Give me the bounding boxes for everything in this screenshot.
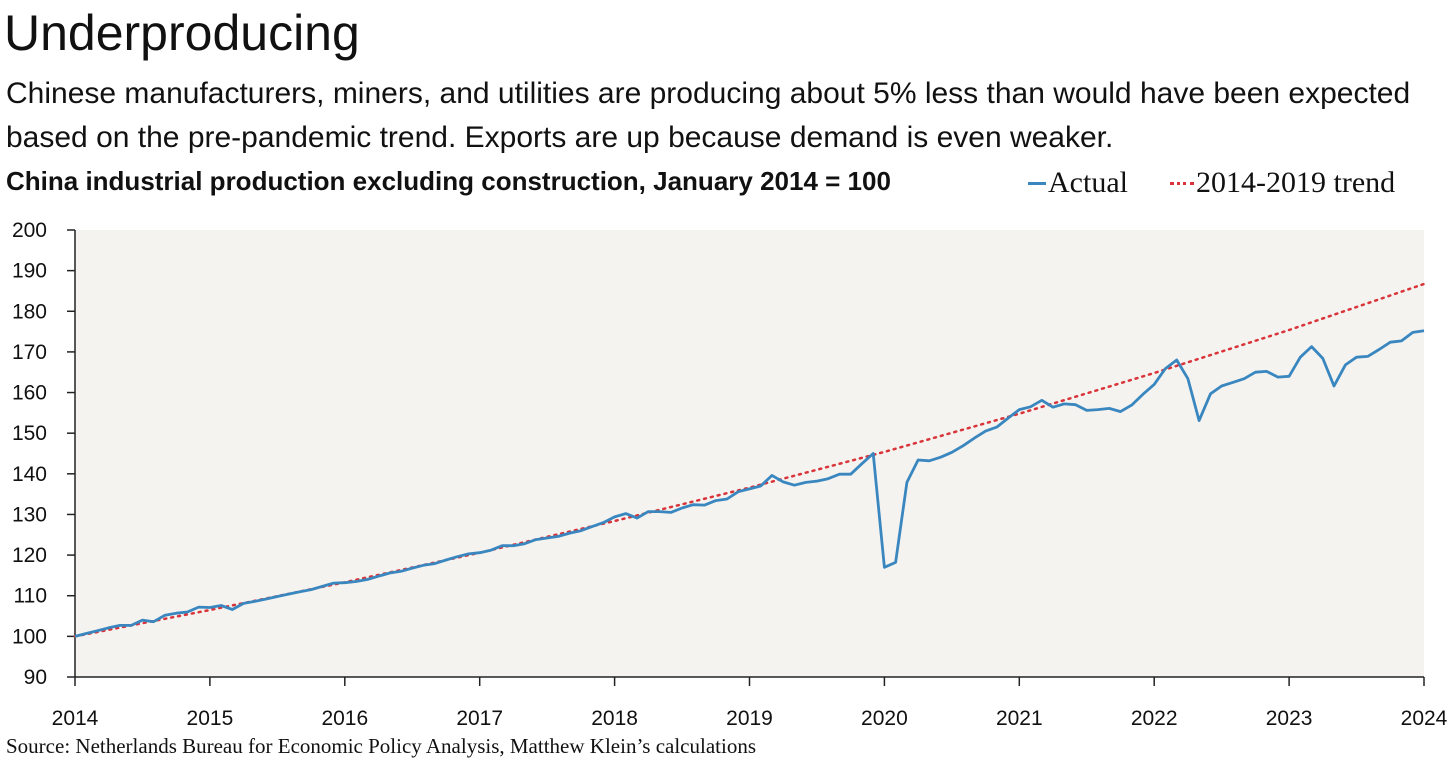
source-note: Source: Netherlands Bureau for Economic … bbox=[6, 734, 756, 758]
x-tick-label: 2021 bbox=[996, 707, 1043, 730]
legend-swatch-actual bbox=[1028, 181, 1046, 185]
x-tick-label: 2018 bbox=[591, 707, 638, 730]
chart-heading: China industrial production excluding co… bbox=[6, 166, 891, 196]
chart-title-main: Underproducing bbox=[4, 5, 360, 61]
legend-swatch-trend bbox=[1170, 181, 1194, 185]
axes: 90 100 110 120 130 140 150 160 170 180 190 200 2014 2… bbox=[12, 219, 1448, 730]
x-tick-label: 2020 bbox=[861, 707, 908, 730]
legend-label-trend: 2014-2019 trend bbox=[1196, 166, 1396, 199]
y-tick-label: 160 bbox=[12, 382, 47, 405]
y-tick-label: 110 bbox=[14, 585, 47, 608]
y-tick-label: 170 bbox=[12, 341, 47, 364]
x-tick-label: 2014 bbox=[52, 707, 99, 730]
y-tick-label: 120 bbox=[12, 544, 47, 567]
x-tick-label: 2024 bbox=[1401, 707, 1448, 730]
x-tick-label: 2022 bbox=[1131, 707, 1178, 730]
x-tick-label: 2015 bbox=[187, 707, 234, 730]
y-tick-label: 180 bbox=[12, 300, 47, 323]
y-tick-label: 140 bbox=[12, 463, 47, 486]
chart-subtitle: Chinese manufacturers, miners, and utili… bbox=[6, 77, 1411, 154]
y-tick-label: 200 bbox=[12, 219, 47, 242]
legend-label-actual: Actual bbox=[1048, 166, 1128, 199]
y-tick-label: 150 bbox=[12, 422, 47, 445]
x-tick-label: 2019 bbox=[726, 707, 773, 730]
x-tick-label: 2016 bbox=[321, 707, 368, 730]
y-tick-label: 90 bbox=[24, 666, 47, 689]
legend-item-trend: 2014-2019 trend bbox=[1170, 168, 1395, 198]
x-tick-label: 2023 bbox=[1266, 707, 1313, 730]
series-line-actual bbox=[74, 329, 1425, 638]
y-tick-label: 100 bbox=[12, 625, 47, 648]
x-tick-label: 2017 bbox=[456, 707, 503, 730]
y-tick-label: 130 bbox=[12, 503, 47, 526]
plot-area bbox=[75, 230, 1424, 677]
y-tick-label: 190 bbox=[12, 260, 47, 283]
series-layer bbox=[73, 282, 1426, 638]
legend-item-actual: Actual bbox=[1028, 168, 1128, 198]
